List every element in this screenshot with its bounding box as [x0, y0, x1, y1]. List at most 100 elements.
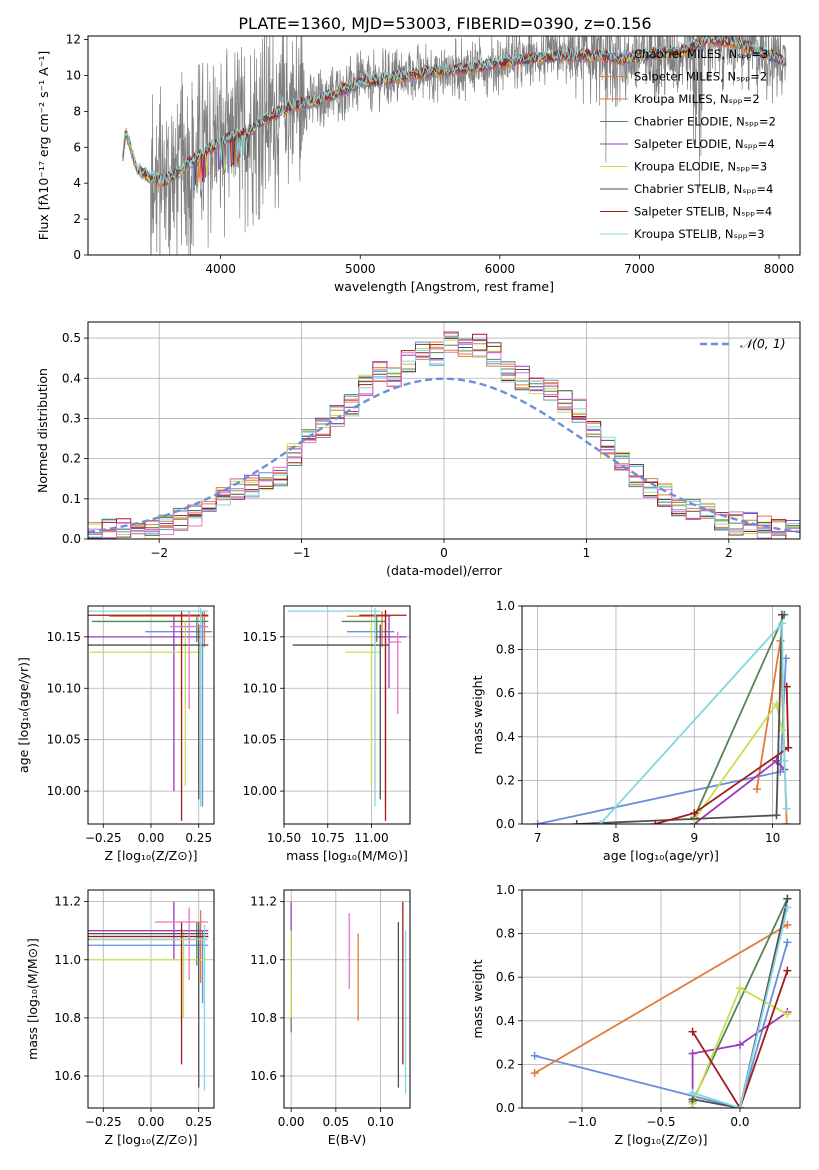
panel-mass-vs-EBV: 0.00 0.05 0.10 10.6 10.8 11.0 11.2 E(B-V) — [250, 889, 411, 1147]
legend-entry: Salpeter STELIB, Nₛₚₚ=4 — [634, 205, 772, 219]
y-axis-label: mass weight — [470, 959, 485, 1038]
histogram-step — [88, 335, 800, 539]
plot-area — [287, 608, 407, 821]
errorbar-point — [347, 611, 395, 807]
y-axis-label: age [log₁₀(age/yr)] — [16, 657, 31, 773]
y-tick-label: 10.00 — [243, 784, 277, 798]
x-tick-label: 0.05 — [322, 1115, 349, 1129]
plus-marker — [784, 743, 793, 752]
plus-marker — [651, 820, 660, 824]
plot-area — [530, 894, 792, 1108]
y-tick-label: 0.6 — [496, 970, 515, 984]
x-tick-label: 0.0 — [730, 1115, 749, 1129]
weight-line — [691, 898, 789, 1102]
panel-weight-vs-Z: −1.0 −0.5 0.0 0.0 0.2 0.4 0.6 0.8 1.0 Z [log₁₀(Z/… — [470, 883, 801, 1147]
plot-area — [122, 36, 787, 255]
panel-age-vs-mass: 10.50 10.75 11.00 10.00 10.05 10.10 10.15 mass … — [243, 605, 411, 863]
errorbar-point — [88, 921, 209, 1065]
y-tick-label: 10.05 — [243, 733, 277, 747]
plus-marker — [572, 820, 581, 824]
legend-entry: Salpeter ELODIE, Nₛₚₚ=4 — [634, 137, 775, 151]
x-tick-label: 7 — [534, 831, 542, 845]
plus-marker — [596, 820, 605, 824]
spectrum-legend: Chabrier MILES, Nₛₚₚ=3 Salpeter MILES, Nₛ… — [600, 47, 776, 241]
model-spectrum-line — [122, 36, 786, 187]
legend-entry: Salpeter MILES, Nₛₚₚ=2 — [634, 70, 767, 84]
y-tick-label: 2 — [73, 212, 81, 226]
x-tick-label: −1 — [293, 546, 311, 560]
weight-line — [692, 907, 789, 1108]
panel-age-vs-Z: −0.25 0.00 0.25 10.00 10.05 10.10 10.15 Z [log₁… — [16, 605, 215, 863]
weight-line — [692, 898, 789, 1108]
y-tick-label: 0.4 — [62, 371, 81, 385]
x-tick-label: 0.25 — [185, 1115, 212, 1129]
y-tick-label: 10.6 — [250, 1069, 277, 1083]
x-tick-label: 0 — [440, 546, 448, 560]
plus-marker — [735, 1104, 744, 1108]
y-tick-label: 0.3 — [62, 411, 81, 425]
y-tick-label: 11.2 — [250, 895, 277, 909]
x-tick-label: 0.10 — [367, 1115, 394, 1129]
legend-entry: Kroupa STELIB, Nₛₚₚ=3 — [634, 227, 765, 241]
x-tick-label: 11.00 — [354, 831, 388, 845]
y-tick-label: 0.2 — [496, 1057, 515, 1071]
plus-marker — [688, 1088, 697, 1097]
y-tick-label: 10.10 — [243, 681, 277, 695]
residual-legend: 𝒩(0, 1) — [700, 336, 786, 351]
x-axis-label: Z [log₁₀(Z/Z⊙)] — [105, 848, 198, 863]
y-tick-label: 0.5 — [62, 331, 81, 345]
errorbar-point — [91, 921, 209, 966]
y-tick-label: 0.4 — [496, 1014, 515, 1028]
errorbar-point — [88, 930, 209, 1004]
plus-marker — [783, 920, 792, 929]
plot-area — [88, 901, 209, 1091]
y-tick-label: 10.15 — [243, 630, 277, 644]
y-tick-label: 10.05 — [47, 733, 81, 747]
panel-spectrum: 4000 5000 6000 7000 8000 0 2 4 6 8 10 12 wavelength … — [36, 33, 801, 294]
x-tick-label: 0.00 — [278, 1115, 305, 1129]
plus-marker — [780, 756, 789, 765]
weight-line — [534, 924, 788, 1074]
legend-entry: 𝒩(0, 1) — [740, 336, 786, 351]
errorbar-point — [154, 907, 209, 981]
y-tick-label: 0.1 — [62, 492, 81, 506]
panel-mass-vs-Z: −0.25 0.00 0.25 10.6 10.8 11.0 11.2 Z [log₁₀(Z/… — [25, 889, 215, 1147]
x-tick-label: −0.25 — [85, 831, 122, 845]
errorbar-point — [88, 608, 209, 807]
errorbar-point — [88, 624, 209, 800]
errorbar-point — [170, 611, 209, 709]
weight-line — [693, 614, 786, 818]
weight-line — [654, 686, 790, 824]
legend-entry: Kroupa ELODIE, Nₛₚₚ=3 — [634, 160, 767, 174]
errorbar-point — [287, 608, 381, 807]
y-tick-label: 10.10 — [47, 681, 81, 695]
errorbar-point — [91, 616, 209, 642]
x-tick-label: 8 — [612, 831, 620, 845]
y-axis-label: Flux [fλ10⁻¹⁷ erg cm⁻² s⁻¹ A⁻¹] — [36, 51, 51, 240]
axes-frame — [87, 35, 801, 256]
errorbar-point — [145, 611, 213, 807]
y-tick-label: 1.0 — [496, 883, 515, 897]
y-tick-label: 0.2 — [496, 773, 515, 787]
y-tick-label: 0.2 — [62, 452, 81, 466]
x-axis-label: Z [log₁₀(Z/Z⊙)] — [105, 1132, 198, 1147]
plus-marker — [783, 966, 792, 975]
y-tick-label: 4 — [73, 176, 81, 190]
plus-marker — [777, 610, 786, 619]
panel-residuals: −2 −1 0 1 2 0.0 0.1 0.2 0.3 0.4 0.5 (data-model)/er… — [35, 321, 801, 578]
x-tick-label: 10.75 — [311, 831, 345, 845]
x-tick-label: 2 — [725, 546, 733, 560]
y-tick-label: 0.0 — [496, 817, 515, 831]
x-tick-label: 0.00 — [138, 831, 165, 845]
y-tick-label: 1.0 — [496, 599, 515, 613]
x-tick-label: −2 — [150, 546, 168, 560]
histogram-step — [88, 340, 800, 539]
plus-marker — [530, 1051, 539, 1060]
normal-curve — [88, 377, 800, 534]
y-tick-label: 0.0 — [62, 532, 81, 546]
plus-marker — [777, 619, 786, 628]
errorbar-point — [89, 924, 209, 1091]
y-tick-label: 11.0 — [54, 953, 81, 967]
y-tick-label: 10.8 — [54, 1011, 81, 1025]
